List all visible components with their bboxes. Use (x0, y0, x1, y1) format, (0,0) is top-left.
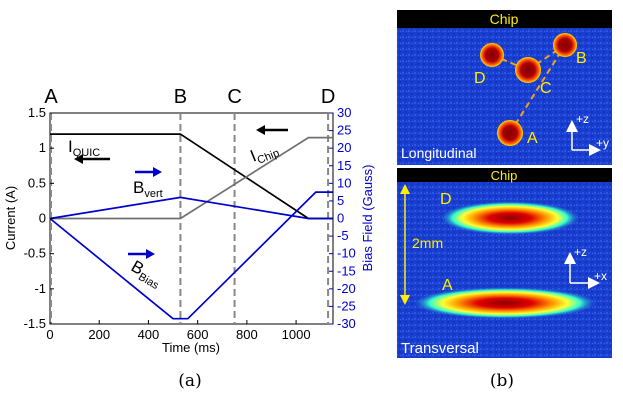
y2-tick-label: -30 (337, 316, 356, 331)
atom-cloud-a (497, 120, 523, 146)
x-tick-label: 200 (88, 327, 110, 342)
marker-label-c: C (227, 86, 241, 108)
label-bvert: Bvert (133, 167, 163, 200)
point-label-c: C (540, 80, 552, 97)
scale-arrow-up-icon (400, 184, 410, 194)
x-axis-ticks: 0 200 400 600 800 1000 (46, 320, 311, 342)
y2-tick-label: 0 (337, 211, 344, 226)
x-tick-label: 600 (187, 327, 209, 342)
y-tick-label: 0.5 (28, 175, 46, 190)
axis-y-label: +y (596, 136, 609, 150)
atom-cloud-a-transversal (413, 287, 597, 319)
y2-tick-label: -25 (337, 298, 356, 313)
y-tick-label: -0.5 (24, 246, 46, 261)
x-tick-label: 1000 (282, 327, 311, 342)
marker-labels: A B C D (44, 86, 335, 108)
series-i-chip (50, 136, 333, 220)
y2-tick-label: 20 (337, 140, 351, 155)
marker-label-b: B (174, 86, 187, 108)
label-iquic: IQUIC (68, 137, 110, 164)
point-label-b: B (576, 50, 587, 67)
x-tick-label: 800 (236, 327, 258, 342)
axis-x-label: +x (594, 269, 607, 283)
caption-b: (b) (490, 371, 514, 391)
marker-label-a: A (44, 86, 58, 108)
chip-label-top: Chip (490, 11, 519, 27)
x-axis-label: Time (ms) (162, 340, 220, 355)
axis-z-label: +z (576, 112, 589, 126)
scale-arrow-down-icon (400, 295, 410, 305)
y2-axis-ticks: -30 -25 -20 -15 -10 -5 0 5 10 15 20 25 30 (329, 105, 356, 331)
arrow-head-icon (256, 125, 265, 135)
trajectory-line-ab (509, 44, 566, 134)
y-tick-label: 1 (39, 140, 46, 155)
arrow-head-icon (146, 249, 155, 259)
y-tick-label: 1.5 (28, 105, 46, 120)
atom-cloud-b (553, 33, 577, 57)
y2-tick-label: -15 (337, 263, 356, 278)
longitudinal-label: Longitudinal (401, 145, 477, 161)
transversal-image-bg (397, 168, 612, 358)
y2-tick-label: 30 (337, 105, 351, 120)
series-b-vert (49, 196, 333, 220)
y2-tick-label: 10 (337, 175, 351, 190)
atom-cloud-d (480, 43, 504, 67)
svg-text:Bvert: Bvert (133, 178, 163, 200)
y2-tick-label: 25 (337, 123, 351, 138)
caption-a: (a) (178, 371, 201, 391)
chip-bar-top (397, 10, 612, 28)
y-tick-label: -1 (34, 281, 46, 296)
image-transversal: Chip D A 2mm +z +x Transversal (397, 168, 612, 358)
y-axis-ticks: -1.5 -1 -0.5 0 0.5 1 1.5 (24, 105, 54, 331)
trajectory-line-cb (527, 44, 566, 71)
y-axis-label: Current (A) (3, 186, 18, 250)
y2-axis-label: Bias Field (Gauss) (360, 165, 375, 272)
transversal-label: Transversal (401, 340, 479, 357)
axis-z-label-bottom: +z (574, 245, 587, 259)
marker-label-d: D (321, 86, 335, 108)
series-b-bias (49, 191, 333, 320)
point-label-a-bottom: A (442, 277, 453, 294)
arrow-head-icon (153, 167, 162, 177)
point-label-d: D (474, 70, 486, 87)
y2-tick-label: -20 (337, 281, 356, 296)
image-longitudinal: Chip A B C D Longitudinal +z +y (397, 10, 612, 165)
x-tick-label: 400 (138, 327, 160, 342)
atom-cloud-d-transversal (440, 201, 580, 235)
y2-tick-label: -10 (337, 246, 356, 261)
atom-cloud-c (515, 57, 541, 83)
chip-bar-bottom (397, 168, 612, 182)
y2-tick-label: 15 (337, 158, 351, 173)
y-tick-label: 0 (39, 211, 46, 226)
y2-tick-label: -5 (337, 228, 349, 243)
chip-label-bottom: Chip (491, 168, 518, 183)
y2-tick-label: 5 (337, 193, 344, 208)
point-label-d-bottom: D (440, 191, 452, 208)
scale-label: 2mm (412, 235, 443, 251)
x-tick-label: 0 (46, 327, 53, 342)
point-label-a: A (527, 130, 538, 147)
arrow-head-icon (74, 154, 83, 164)
y-tick-label: -1.5 (24, 316, 46, 331)
series-lines (49, 133, 333, 320)
